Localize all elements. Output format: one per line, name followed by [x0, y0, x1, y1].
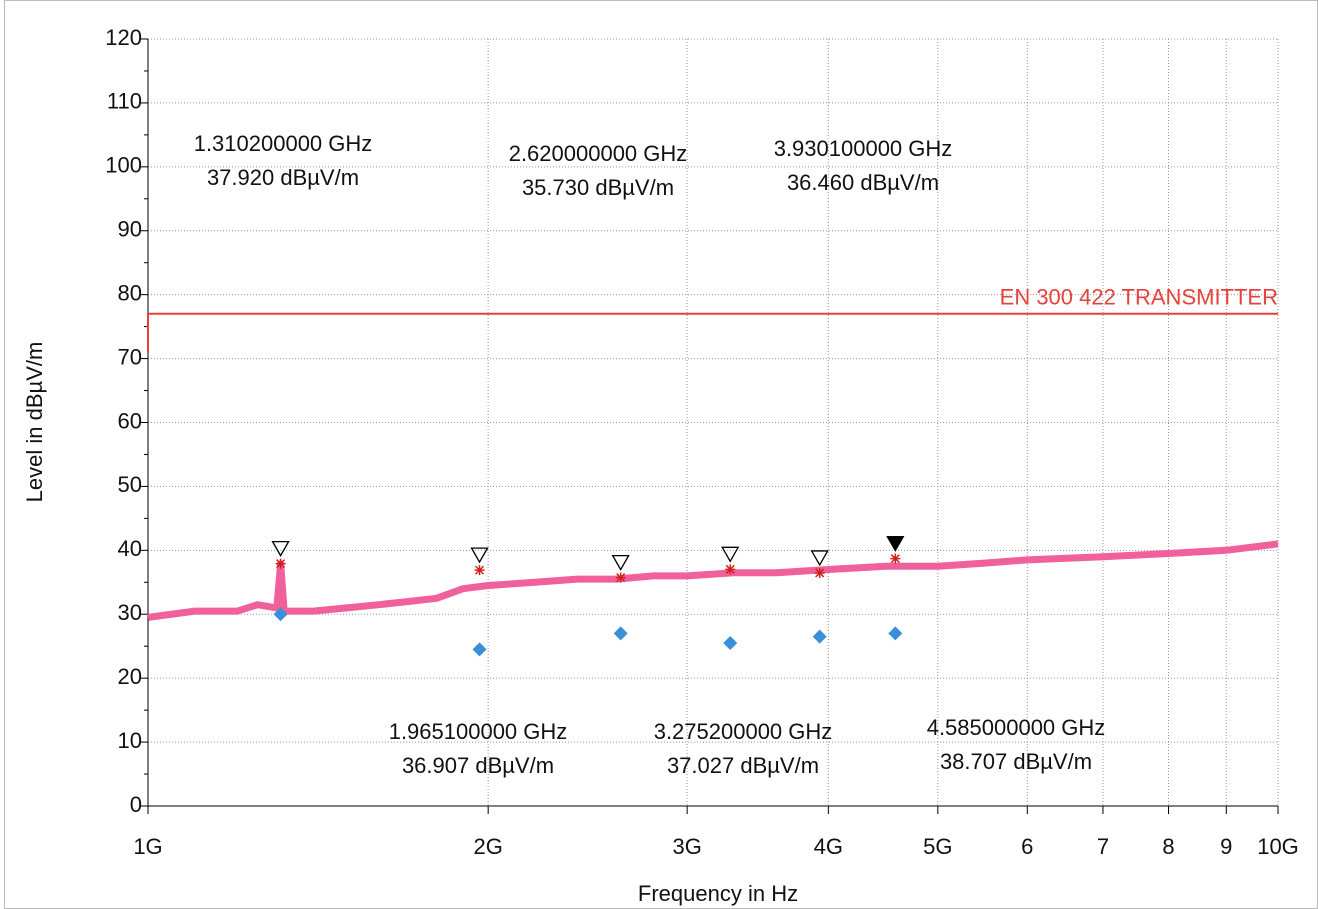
x-axis-label: Frequency in Hz [638, 881, 798, 906]
marker-frequency: 1.310200000 GHz [194, 131, 373, 156]
peak-marker [721, 546, 740, 563]
x-tick-label: 6 [1021, 834, 1033, 859]
y-tick-label: 60 [118, 408, 142, 433]
x-tick-label: 1G [133, 834, 162, 859]
average-marker [888, 626, 903, 641]
y-tick-label: 30 [118, 600, 142, 625]
y-tick-label: 110 [107, 89, 142, 114]
peak-marker [470, 547, 489, 564]
y-tick-label: 100 [105, 153, 142, 178]
peak-marker [611, 554, 630, 571]
marker-level: 36.907 dBµV/m [402, 753, 554, 778]
peak-marker [886, 535, 905, 552]
marker-level: 36.460 dBµV/m [787, 170, 939, 195]
marker-frequency: 1.965100000 GHz [389, 719, 568, 744]
x-tick-label: 7 [1097, 834, 1109, 859]
y-axis-label: Level in dBµV/m [22, 342, 47, 503]
peak-asterisk [814, 567, 825, 578]
marker-frequency: 3.275200000 GHz [654, 719, 833, 744]
trace [147, 540, 1279, 621]
marker-level: 37.920 dBµV/m [207, 165, 359, 190]
y-tick-label: 120 [105, 25, 142, 50]
marker-frequency: 3.930100000 GHz [774, 136, 953, 161]
x-tick-label: 4G [814, 834, 843, 859]
marker-level: 38.707 dBµV/m [940, 749, 1092, 774]
average-marker [613, 626, 628, 641]
x-tick-label: 2G [473, 834, 502, 859]
average-marker [812, 629, 827, 644]
y-tick-label: 90 [118, 217, 142, 242]
x-tick-label: 8 [1162, 834, 1174, 859]
x-tick-label: 3G [672, 834, 701, 859]
marker-level: 35.730 dBµV/m [522, 175, 674, 200]
peak-marker [271, 540, 290, 557]
average-marker [723, 636, 738, 651]
marker-frequency: 4.585000000 GHz [927, 715, 1106, 740]
peak-asterisk [615, 572, 626, 583]
x-tick-label: 10G [1257, 834, 1299, 859]
average-marker [472, 642, 487, 657]
peak-asterisk [474, 565, 485, 576]
y-tick-label: 50 [118, 472, 142, 497]
average-marker [273, 607, 288, 622]
y-tick-label: 0 [130, 792, 142, 817]
limit-label: EN 300 422 TRANSMITTER [1000, 285, 1278, 310]
y-tick-label: 70 [118, 344, 142, 369]
peak-asterisk [890, 553, 901, 564]
peak-asterisk [275, 558, 286, 569]
peak-marker [810, 550, 829, 567]
y-tick-label: 10 [118, 728, 142, 753]
y-tick-label: 40 [118, 536, 142, 561]
x-tick-label: 9 [1220, 834, 1232, 859]
y-tick-label: 80 [118, 280, 142, 305]
marker-level: 37.027 dBµV/m [667, 753, 819, 778]
y-tick-label: 20 [118, 664, 142, 689]
peak-asterisk [725, 564, 736, 575]
marker-frequency: 2.620000000 GHz [509, 141, 688, 166]
limit-line [147, 312, 1278, 353]
x-tick-label: 5G [923, 834, 952, 859]
